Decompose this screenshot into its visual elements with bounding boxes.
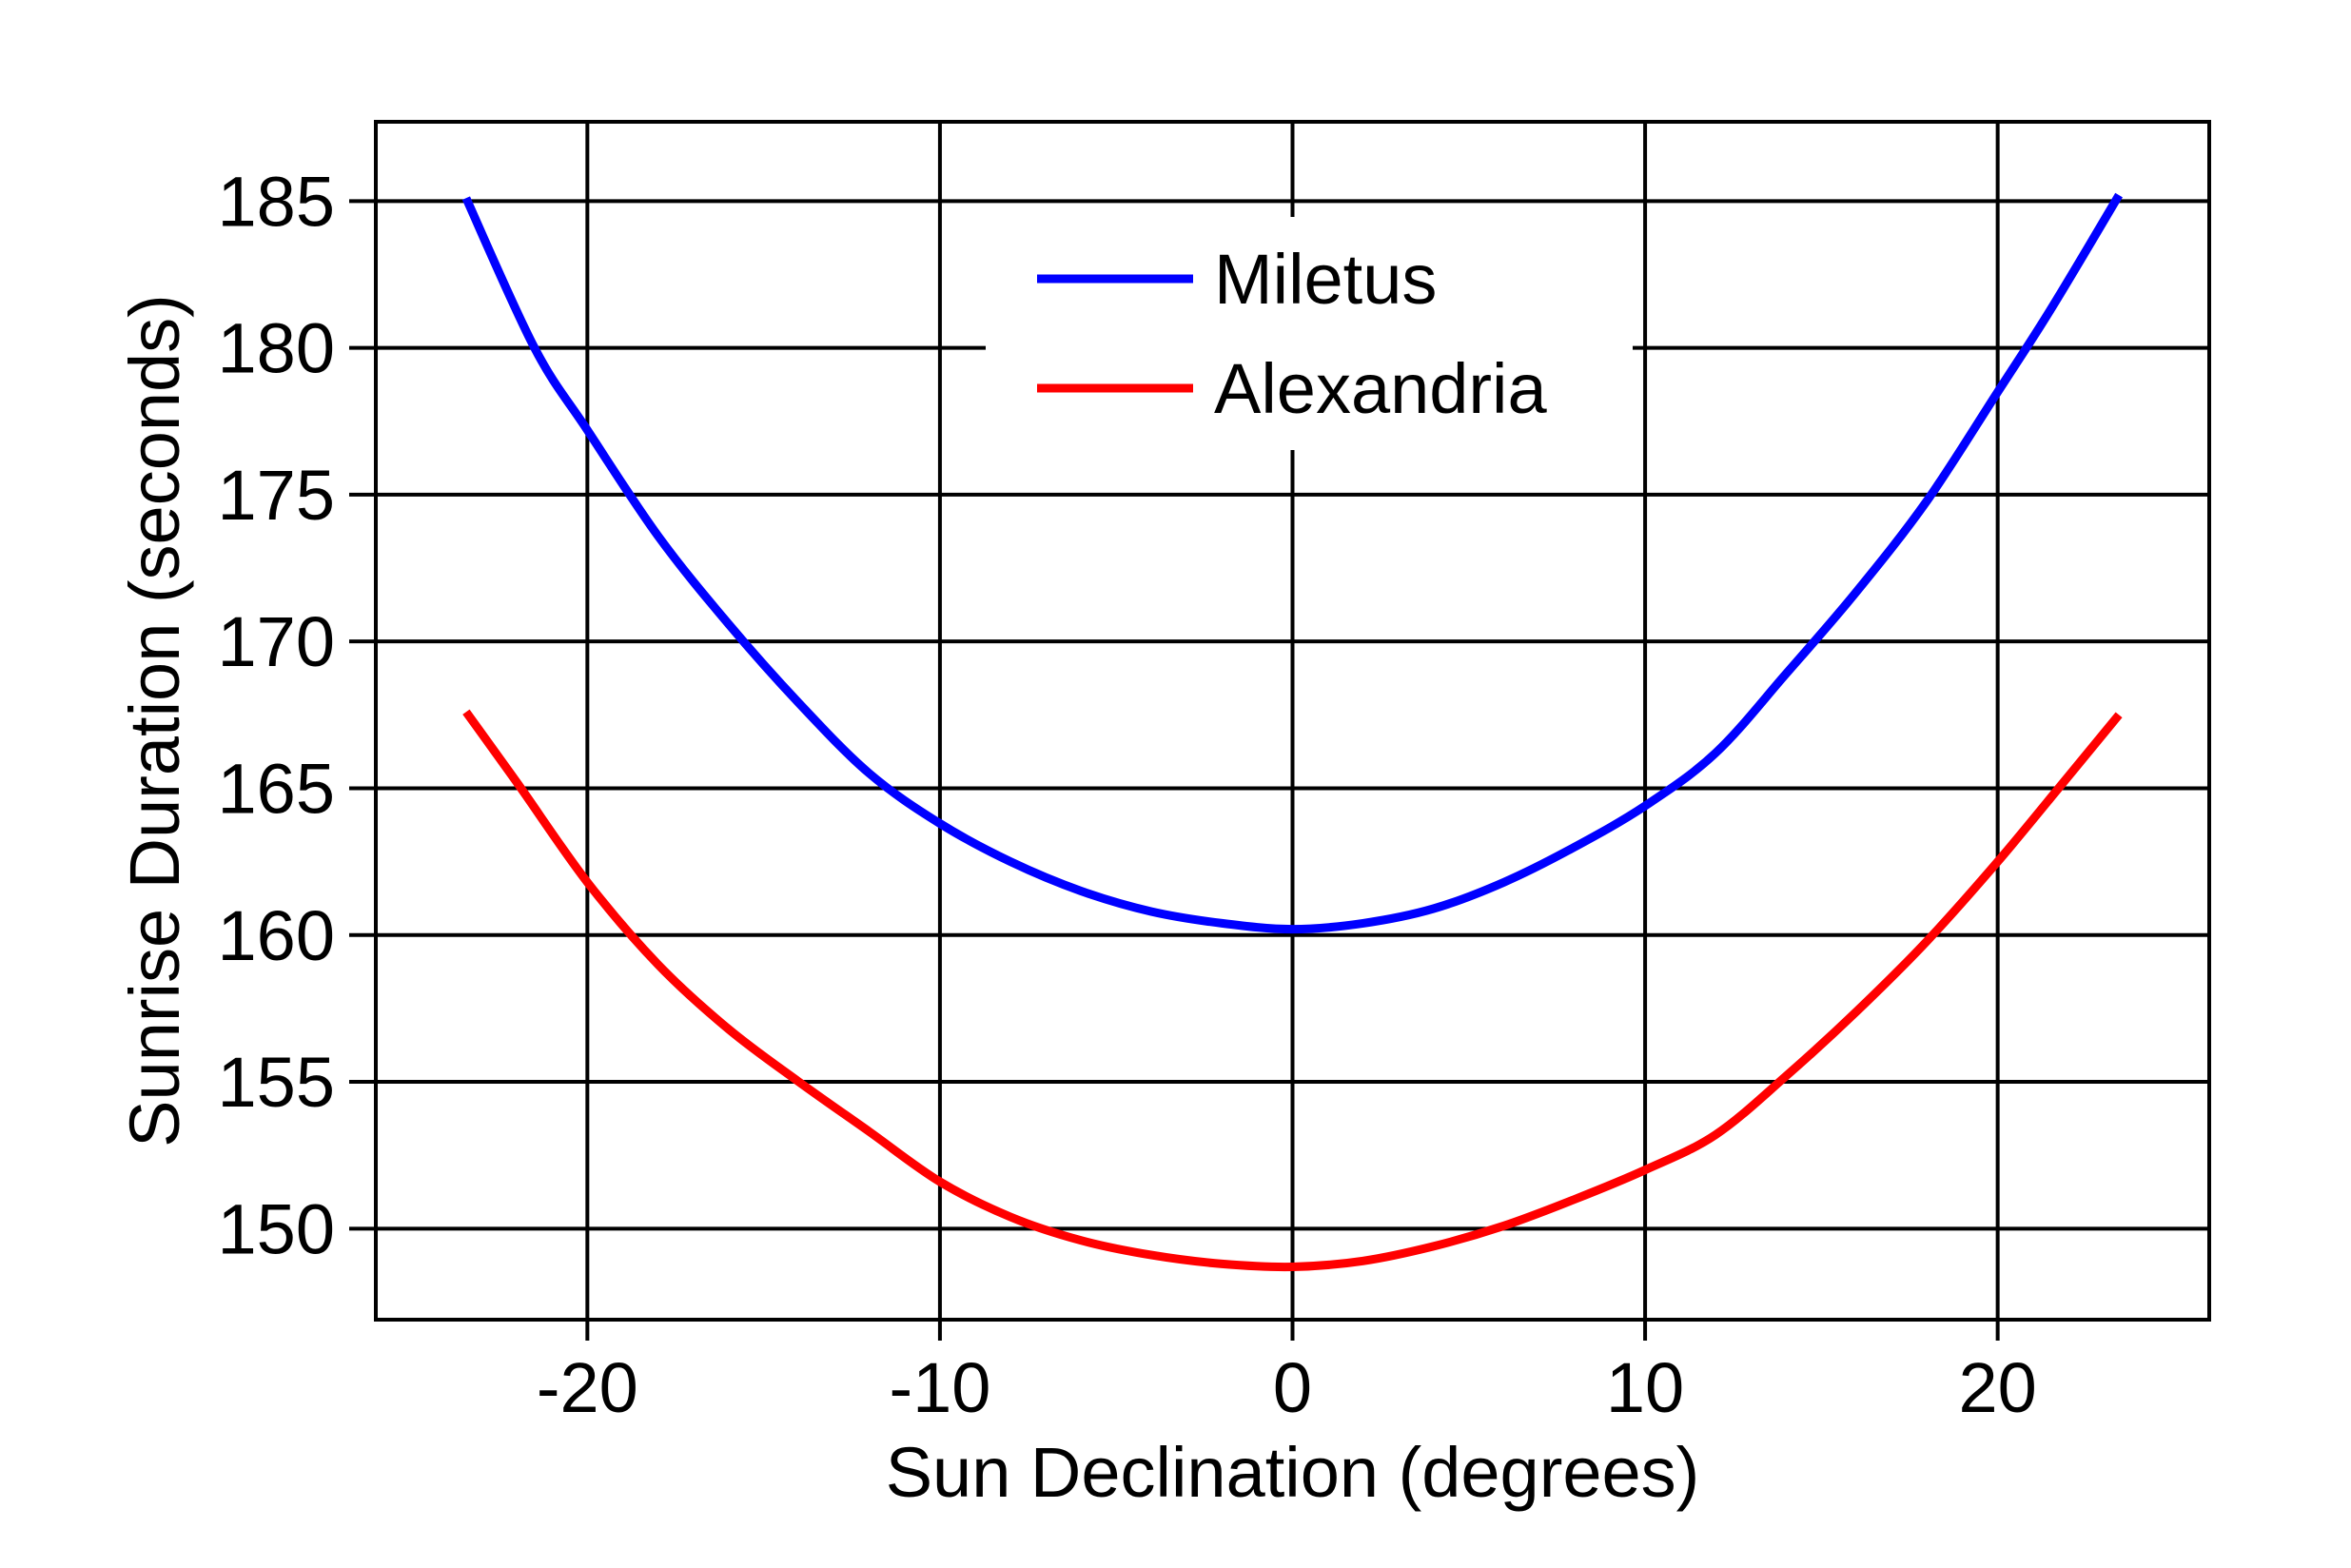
x-axis-title: Sun Declination (degrees) [886,1433,1700,1512]
y-tick-label: 155 [218,1043,335,1122]
x-tick-label: 10 [1606,1348,1684,1427]
axis-ticks: -20 -10 0 10 20 150 155 160 165 170 175 180 185 [218,162,2037,1427]
series-line-alexandria [462,709,2123,1272]
legend-box [986,217,1633,450]
y-axis-title: Sunrise Duration (seconds) [115,294,194,1147]
x-tick-label: 0 [1273,1348,1312,1427]
y-tick-label: 150 [218,1189,335,1268]
x-tick-label: -10 [889,1348,990,1427]
legend: Miletus Alexandria [986,217,1633,450]
legend-label-alexandria: Alexandria [1214,349,1548,428]
y-tick-label: 165 [218,749,335,828]
y-tick-label: 180 [218,309,335,388]
series-lines [461,192,2123,1272]
y-tick-label: 160 [218,896,335,975]
y-tick-label: 185 [218,162,335,241]
x-tick-label: -20 [537,1348,638,1427]
series-line-miletus [461,192,2123,934]
legend-label-miletus: Miletus [1214,240,1437,319]
y-tick-label: 170 [218,602,335,681]
x-tick-label: 20 [1958,1348,2036,1427]
y-tick-label: 175 [218,456,335,535]
